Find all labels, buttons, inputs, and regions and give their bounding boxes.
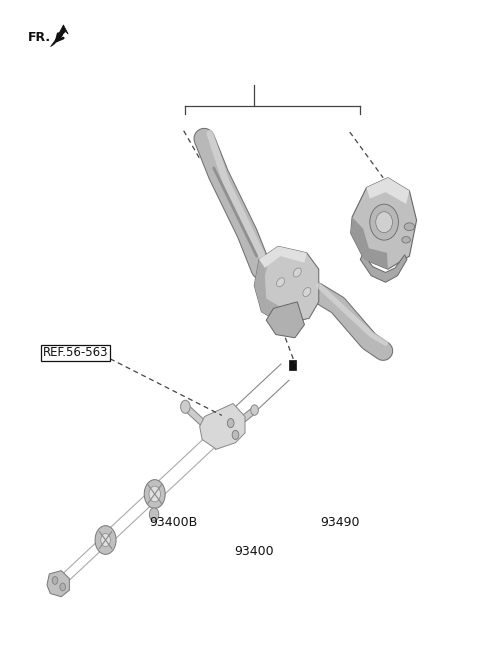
Ellipse shape (404, 223, 415, 231)
Polygon shape (200, 403, 245, 449)
Ellipse shape (276, 277, 285, 287)
Polygon shape (360, 253, 407, 282)
Text: FR.: FR. (28, 31, 51, 45)
Polygon shape (351, 178, 417, 269)
Circle shape (95, 525, 116, 554)
Polygon shape (254, 247, 319, 325)
Polygon shape (50, 25, 68, 47)
Polygon shape (288, 360, 296, 371)
Circle shape (101, 533, 110, 546)
Polygon shape (254, 259, 283, 325)
Polygon shape (366, 178, 409, 204)
Text: 93400: 93400 (235, 545, 274, 558)
Circle shape (60, 583, 66, 591)
Circle shape (52, 577, 58, 584)
Circle shape (228, 419, 234, 428)
Circle shape (251, 405, 258, 415)
Polygon shape (351, 217, 388, 269)
Text: REF.56-563: REF.56-563 (43, 346, 108, 359)
Ellipse shape (293, 268, 301, 277)
Ellipse shape (402, 237, 410, 243)
Circle shape (180, 400, 190, 413)
Text: 93400B: 93400B (149, 516, 197, 529)
Ellipse shape (303, 287, 311, 297)
Circle shape (232, 430, 239, 440)
Ellipse shape (376, 212, 393, 233)
Polygon shape (259, 247, 307, 268)
Polygon shape (266, 302, 304, 338)
Circle shape (149, 508, 159, 521)
Polygon shape (47, 571, 70, 597)
Circle shape (144, 480, 165, 508)
Ellipse shape (370, 204, 398, 240)
Text: 93490: 93490 (321, 516, 360, 529)
Circle shape (149, 486, 160, 502)
